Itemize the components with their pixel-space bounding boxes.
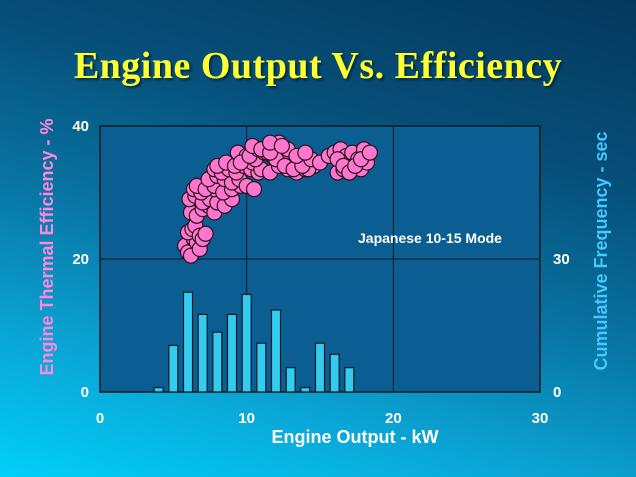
x-tick-label: 0 [96, 410, 104, 427]
frequency-bar [329, 353, 340, 393]
frequency-bar [344, 367, 355, 393]
efficiency-point [245, 181, 263, 198]
frequency-bar [153, 386, 164, 393]
x-tick-label: 10 [238, 410, 255, 427]
frequency-bar [270, 309, 282, 393]
x-tick-label: 20 [385, 410, 402, 427]
y-axis-label: Engine Thermal Efficiency - % [37, 118, 57, 375]
frequency-bar [197, 313, 208, 393]
frequency-bar [226, 313, 238, 393]
annotation-label: Japanese 10-15 Mode [358, 230, 502, 246]
frequency-bar [182, 291, 194, 393]
frequency-bars [153, 291, 355, 393]
frequency-bar [314, 342, 326, 393]
efficiency-point [273, 137, 290, 155]
frequency-bar [168, 344, 179, 393]
chart-title: Engine Output Vs. Efficiency [73, 45, 563, 87]
x-tick-label: 30 [532, 410, 549, 427]
y2-tick-label: 30 [553, 251, 570, 268]
efficiency-points [176, 134, 378, 264]
y-tick-label: 20 [72, 251, 89, 268]
x-axis-label: Engine Output - kW [272, 427, 439, 447]
frequency-bar [241, 293, 252, 393]
efficiency-point [361, 144, 378, 161]
y-tick-label: 0 [81, 384, 89, 401]
efficiency-point [297, 144, 314, 161]
y2-tick-label: 0 [553, 384, 561, 401]
frequency-bar [300, 386, 311, 393]
y2-axis-label: Cumulative Frequency - sec [591, 131, 611, 370]
y-tick-label: 40 [72, 118, 89, 135]
frequency-bar [256, 342, 267, 393]
frequency-bar [285, 367, 296, 393]
efficiency-point [197, 225, 214, 242]
frequency-bar [212, 331, 223, 393]
